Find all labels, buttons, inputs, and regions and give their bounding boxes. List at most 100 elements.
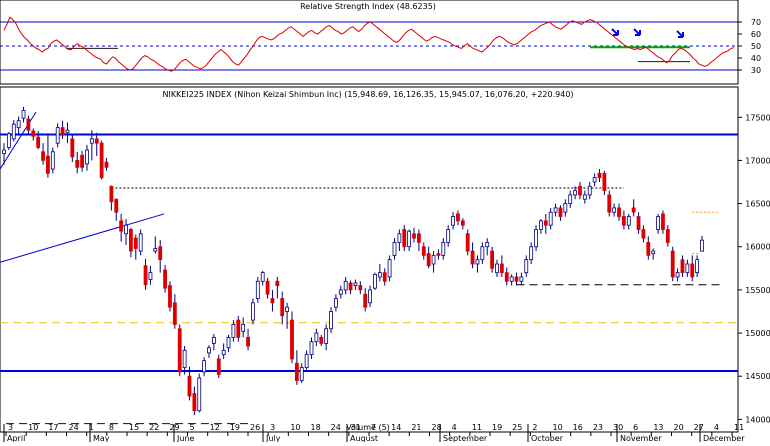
candle	[460, 218, 465, 230]
candle	[582, 190, 587, 204]
candle	[499, 255, 504, 277]
candle	[207, 345, 211, 359]
candle	[353, 279, 358, 290]
candle	[2, 143, 6, 165]
candle-body	[182, 349, 187, 368]
candle-body	[363, 293, 368, 308]
candle-body	[529, 246, 534, 261]
candle-body	[348, 282, 353, 291]
candle	[617, 203, 621, 221]
candle-body	[70, 138, 75, 158]
candle	[226, 334, 231, 353]
candle-body	[231, 324, 236, 338]
candle	[446, 225, 451, 247]
candle	[255, 276, 260, 303]
volume-label: Volume (5)	[346, 423, 390, 432]
x-tick-label: 28	[432, 423, 442, 432]
candle-body	[602, 172, 607, 192]
candle-body	[236, 319, 241, 338]
price-y-axis: 14000 14500 15000 15500 16000 16500 17000 17500	[738, 113, 770, 424]
candle	[85, 144, 89, 171]
candle-body	[207, 347, 211, 354]
x-tick-label: 12	[210, 423, 220, 432]
price-y-tick-label: 17500	[745, 113, 770, 122]
candle	[216, 354, 221, 378]
candle	[607, 190, 612, 217]
candle-body	[641, 229, 646, 239]
candle-body	[446, 229, 451, 243]
candle-body	[11, 123, 16, 140]
candle-body	[407, 230, 412, 248]
candle	[138, 229, 143, 256]
candle	[285, 302, 290, 329]
candle	[158, 239, 163, 273]
candle-body	[304, 354, 309, 368]
candle-body	[480, 246, 485, 261]
x-tick-label: 25	[512, 423, 522, 432]
candle	[470, 242, 475, 269]
candle-body	[50, 151, 55, 170]
candle-body	[241, 324, 246, 332]
candle-body	[36, 136, 41, 148]
candle	[665, 225, 670, 247]
candle-body	[124, 224, 128, 235]
candle	[553, 203, 558, 217]
candle-body	[143, 265, 148, 286]
candle	[578, 182, 582, 200]
candle-body	[485, 242, 490, 248]
price-y-tick-label: 14500	[745, 372, 770, 381]
rsi-y-axis: 30 40 50 60 70	[738, 18, 761, 75]
price-title: NIKKEI225 INDEX (Nihon Keizai Shimbun In…	[162, 90, 573, 99]
x-tick-label: 3	[270, 423, 275, 432]
candle-body	[85, 149, 89, 165]
x-tick-label: 26	[250, 423, 260, 432]
candle	[46, 134, 50, 178]
candle	[55, 123, 60, 148]
candle	[363, 288, 368, 312]
candle-body	[524, 259, 529, 274]
month-label: August	[350, 434, 378, 442]
candle-body	[622, 216, 626, 226]
candle-body	[592, 177, 597, 183]
candle-body	[294, 362, 299, 381]
candle-body	[636, 216, 641, 230]
candle	[211, 333, 216, 351]
candle-body	[41, 151, 45, 161]
candle-body	[75, 160, 80, 168]
candle-body	[690, 263, 695, 278]
candle-body	[26, 118, 31, 131]
candle-body	[187, 375, 192, 397]
candle-body	[46, 155, 50, 174]
candle-body	[270, 298, 275, 304]
candle	[265, 277, 270, 299]
candle-body	[275, 280, 280, 286]
candle	[270, 289, 275, 312]
candle-body	[314, 332, 319, 343]
candle	[280, 291, 285, 325]
price-y-tick-label: 16000	[745, 243, 770, 252]
candle-body	[129, 229, 133, 252]
candle-body	[89, 138, 94, 144]
candle	[602, 170, 607, 195]
price-y-tick-label: 17000	[745, 156, 770, 165]
rsi-y-tick-label: 60	[751, 30, 761, 39]
candle	[143, 258, 148, 290]
candle-body	[158, 246, 163, 261]
candle	[382, 268, 387, 286]
candle-body	[456, 213, 460, 222]
candle-body	[578, 185, 582, 196]
x-tick-label: 17	[48, 423, 58, 432]
rsi-arrow-icon	[611, 28, 619, 36]
candle	[148, 265, 153, 285]
candle	[651, 248, 656, 260]
x-tick-label: 3	[8, 423, 13, 432]
candle	[451, 212, 455, 230]
rsi-line	[3, 16, 735, 72]
x-tick-label: 6	[633, 423, 638, 432]
candle-body	[675, 272, 680, 278]
candle-body	[617, 207, 621, 217]
candle-body	[319, 336, 324, 344]
rsi-annotations	[66, 28, 690, 63]
candle	[392, 238, 397, 260]
